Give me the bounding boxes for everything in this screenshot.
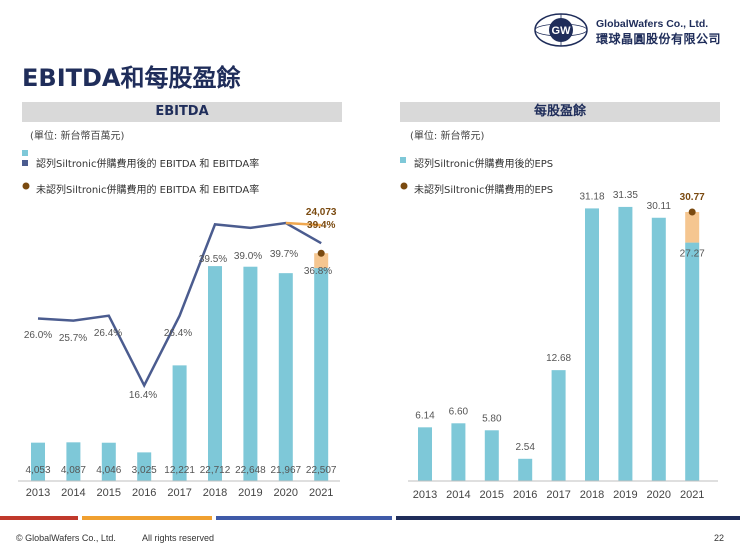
ebitda-tick-2021: 2021	[309, 487, 333, 499]
eps-tick-2020: 2020	[647, 489, 671, 501]
ebitda-margin-label-2019: 39.0%	[234, 251, 262, 262]
ebitda-margin-label-2020: 39.7%	[270, 249, 298, 260]
ebitda-tick-2013: 2013	[26, 487, 50, 499]
eps-bar-2015	[484, 430, 499, 481]
eps-bar-label-2021: 27.27	[680, 249, 705, 260]
footer-rights: All rights reserved	[142, 533, 215, 543]
ebitda-bar-label-2014: 4,087	[61, 465, 86, 476]
eps-bar-2017	[551, 370, 566, 481]
eps-bar-label-2013: 6.14	[415, 410, 435, 421]
eps-tick-2017: 2017	[546, 489, 570, 501]
ebitda-bar-extra-2021	[314, 253, 329, 269]
ebitda-bar-2017	[172, 365, 187, 481]
ebitda-tick-2020: 2020	[274, 487, 298, 499]
ebitda-legend-dot-icon	[22, 182, 30, 190]
ebitda-tick-2016: 2016	[132, 487, 156, 499]
eps-bar-2018	[585, 208, 599, 482]
ebitda-unit-label: (單位: 新台幣百萬元)	[30, 131, 125, 142]
eps-extra-label: 30.77	[680, 192, 705, 203]
eps-tick-2014: 2014	[446, 489, 470, 501]
ebitda-legend-with-cost: 認列Siltronic併購費用後的 EBITDA 和 EBITDA率	[36, 159, 260, 170]
ebitda-margin-label-2013: 26.0%	[24, 330, 52, 341]
eps-bar-2016	[518, 458, 533, 481]
ebitda-bar-label-2020: 21,967	[271, 465, 302, 476]
logo-name-en: GlobalWafers Co., Ltd.	[596, 18, 709, 30]
ebitda-margin-label-2017: 26.4%	[164, 328, 192, 339]
ebitda-extra-value-label: 24,073	[306, 207, 337, 218]
page-title: EBITDA和每股盈餘	[22, 64, 241, 92]
eps-bar-2013	[418, 427, 432, 481]
ebitda-bar-label-2019: 22,648	[235, 465, 266, 476]
eps-tick-2013: 2013	[413, 489, 437, 501]
ebitda-margin-label-2018: 39.5%	[199, 254, 227, 265]
ebitda-tick-2018: 2018	[203, 487, 227, 499]
ebitda-margin-label-2015: 26.4%	[94, 328, 122, 339]
eps-tick-2018: 2018	[580, 489, 604, 501]
ebitda-bar-label-2015: 4,046	[96, 465, 121, 476]
company-logo-icon: GW	[534, 13, 588, 47]
footer-copyright: © GlobalWafers Co., Ltd.	[16, 533, 116, 543]
ebitda-bar-2019	[243, 266, 258, 481]
ebitda-extra-dot	[317, 249, 325, 257]
eps-legend-dot-icon	[400, 182, 408, 190]
ebitda-bar-label-2018: 22,712	[200, 465, 231, 476]
logo-mark: GW	[552, 25, 572, 37]
page-number: 22	[714, 533, 725, 543]
ebitda-bar-2014	[66, 442, 81, 481]
eps-tick-2021: 2021	[680, 489, 704, 501]
eps-bar-2014	[451, 423, 466, 481]
eps-legend-bar-icon	[400, 157, 406, 163]
eps-tick-2016: 2016	[513, 489, 537, 501]
eps-chart: 6.14 6.60 5.80 2.54 12.68 31.18 31.35 30.11 27.2…	[408, 190, 718, 501]
ebitda-margin-label-2014: 25.7%	[59, 333, 87, 344]
ebitda-bar-label-2013: 4,053	[25, 465, 50, 476]
eps-bar-label-2015: 5.80	[482, 413, 502, 424]
eps-bar-extra-2021	[685, 211, 700, 243]
eps-bar-label-2016: 2.54	[515, 442, 535, 453]
ebitda-bar-2016	[137, 452, 152, 481]
eps-tick-2015: 2015	[480, 489, 504, 501]
ebitda-margin-label-2021: 36.8%	[304, 266, 332, 277]
eps-bar-2019	[618, 206, 633, 481]
ebitda-legend-without-cost: 未認列Siltronic併購費用的 EBITDA 和 EBITDA率	[36, 185, 260, 196]
eps-tick-2019: 2019	[613, 489, 637, 501]
ebitda-tick-2017: 2017	[167, 487, 191, 499]
ebitda-bar-2018	[208, 266, 222, 481]
footer-divider	[0, 516, 740, 520]
ebitda-legend-bar-icon	[22, 150, 28, 166]
ebitda-panel-header: EBITDA	[22, 102, 342, 122]
eps-legend-with-cost: 認列Siltronic併購費用後的EPS	[414, 159, 554, 170]
ebitda-bar-label-2017: 12,221	[164, 465, 195, 476]
eps-panel-header: 每股盈餘	[400, 102, 720, 122]
eps-bar-label-2020: 30.11	[647, 201, 672, 212]
ebitda-bar-label-2016: 3,025	[132, 465, 157, 476]
ebitda-margin-line-extra	[285, 221, 322, 227]
eps-extra-dot	[688, 208, 696, 216]
eps-bar-label-2017: 12.68	[546, 353, 571, 364]
ebitda-chart: 4,053 4,087 4,046 3,025 12,221 22,712 22,648 21…	[18, 207, 340, 499]
eps-bar-2020	[651, 217, 666, 482]
eps-legend-without-cost: 未認列Siltronic併購費用的EPS	[414, 185, 554, 196]
eps-unit-label: (單位: 新台幣元)	[410, 131, 485, 142]
eps-bar-label-2019: 31.35	[613, 190, 638, 201]
eps-bar-2021	[685, 242, 700, 481]
ebitda-bar-2013	[31, 442, 45, 481]
ebitda-tick-2014: 2014	[61, 487, 85, 499]
eps-bar-label-2018: 31.18	[579, 191, 604, 202]
ebitda-margin-line	[37, 221, 322, 389]
ebitda-bar-2020	[278, 273, 293, 481]
ebitda-margin-label-2016: 16.4%	[129, 390, 157, 401]
ebitda-bar-2015	[101, 442, 116, 481]
ebitda-tick-2019: 2019	[238, 487, 262, 499]
eps-bar-label-2014: 6.60	[449, 406, 469, 417]
ebitda-tick-2015: 2015	[97, 487, 121, 499]
ebitda-bar-2021	[314, 268, 329, 481]
ebitda-bar-label-2021: 22,507	[306, 465, 337, 476]
ebitda-extra-margin-label: 39.4%	[307, 220, 335, 231]
logo-name-zh: 環球晶圓股份有限公司	[596, 32, 722, 46]
